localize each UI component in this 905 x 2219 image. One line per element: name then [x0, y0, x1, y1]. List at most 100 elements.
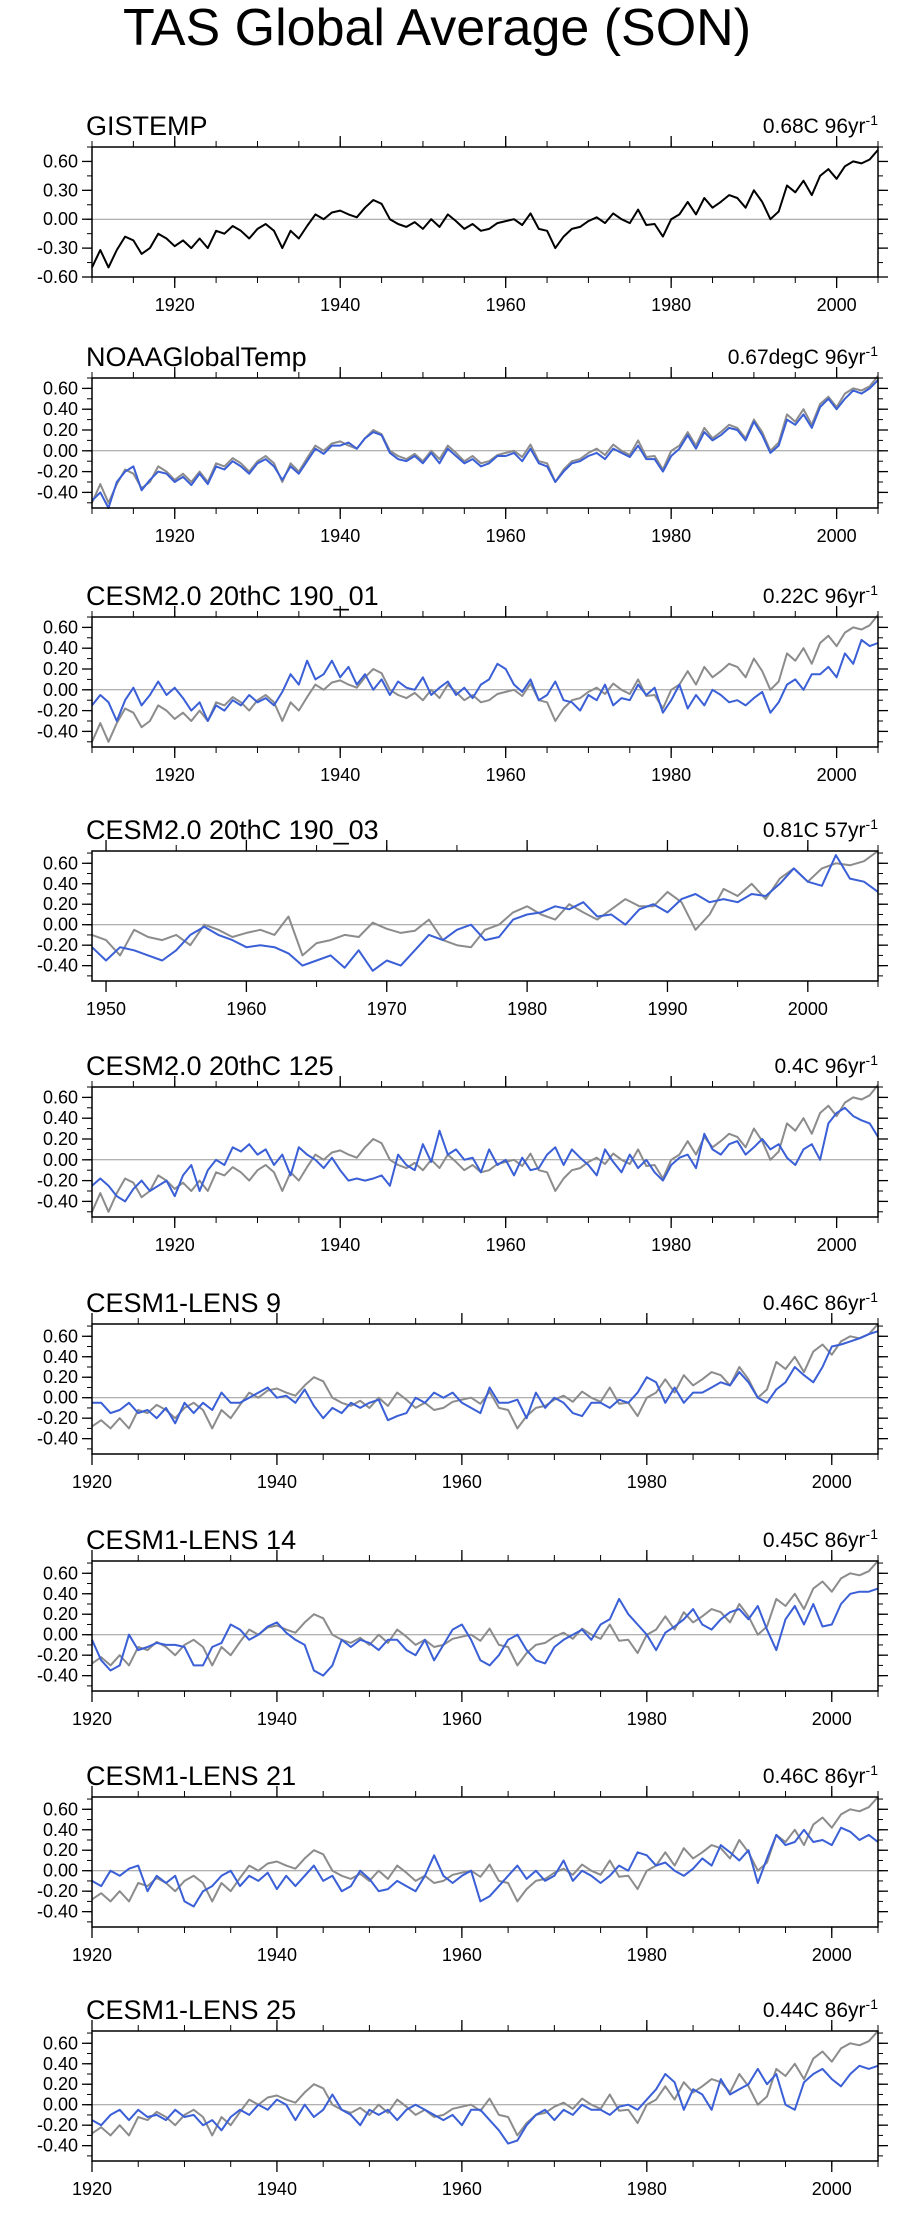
y-tick-label: -0.20: [37, 2115, 78, 2135]
plot-frame: [91, 1086, 879, 1218]
series-model-line: [91, 1106, 879, 1203]
plot-frame: [91, 2030, 879, 2162]
y-tick-label: -0.40: [37, 1429, 78, 1449]
x-tick-label: 1980: [651, 526, 691, 546]
x-tick-label: 1960: [486, 295, 526, 315]
trend-value: 0.45C 86yr: [763, 1529, 866, 1552]
x-tick-label: 1960: [486, 526, 526, 546]
series-model-line: [91, 854, 879, 972]
series-obs-line: [91, 1084, 879, 1213]
y-tick-label: 0.60: [43, 2033, 78, 2053]
y-tick-label: 0.40: [43, 1347, 78, 1367]
trend-value: 0.44C 86yr: [763, 1999, 866, 2022]
y-tick-label: 0.60: [43, 1799, 78, 1819]
trend-value: 0.67degC 96yr: [728, 346, 866, 369]
x-tick-label: 2000: [817, 1235, 857, 1255]
y-tick-label: -0.40: [37, 721, 78, 741]
trend-exponent: -1: [866, 1052, 879, 1068]
y-tick-label: 0.40: [43, 1584, 78, 1604]
trend-exponent: -1: [866, 112, 879, 128]
plot-frame: [91, 1560, 879, 1692]
y-tick-label: 0.40: [43, 2054, 78, 2074]
series-obs-line: [91, 2030, 879, 2137]
y-tick-label: -0.40: [37, 1902, 78, 1922]
y-tick-label: 0.40: [43, 399, 78, 419]
plot-frame: [91, 1796, 879, 1928]
trend-value: 0.4C 96yr: [775, 1055, 866, 1078]
x-tick-label: 1950: [86, 999, 126, 1019]
y-tick-label: 0.20: [43, 659, 78, 679]
plot-frame: [91, 146, 879, 278]
x-tick-label: 1980: [627, 1709, 667, 1729]
y-tick-label: 0.40: [43, 1108, 78, 1128]
plot-frame: [91, 1323, 879, 1455]
y-tick-label: 0.60: [43, 1087, 78, 1107]
panel-5: CESM2.0 20thC 125 0.4C 96yr-1 1920 1940 1960…: [37, 1051, 888, 1255]
y-tick-label: -0.40: [37, 2136, 78, 2156]
y-tick-label: 0.20: [43, 1129, 78, 1149]
x-tick-label: 1920: [72, 1709, 112, 1729]
series-model-line: [91, 1826, 879, 1908]
trend-label: 0.44C 86yr-1: [763, 1996, 878, 2022]
trend-label: 0.46C 86yr-1: [763, 1289, 878, 1315]
x-tick-label: 1960: [226, 999, 266, 1019]
y-tick-label: 0.20: [43, 2074, 78, 2094]
x-tick-label: 1980: [651, 1235, 691, 1255]
panel-title: CESM2.0 20thC 125: [86, 1051, 334, 1081]
x-tick-label: 1980: [627, 1472, 667, 1492]
x-tick-label: 1940: [257, 1472, 297, 1492]
x-tick-label: 2000: [817, 526, 857, 546]
x-tick-label: 1940: [320, 295, 360, 315]
x-tick-label: 1980: [627, 1945, 667, 1965]
y-tick-label: 0.40: [43, 874, 78, 894]
panel-4: CESM2.0 20thC 190_03 0.81C 57yr-1 1950 1960…: [37, 815, 888, 1019]
panel-8: CESM1-LENS 21 0.46C 86yr-1 1920 1940 1960 198…: [37, 1761, 888, 1965]
series-obs-line: [91, 1323, 879, 1430]
y-tick-label: -0.20: [37, 1171, 78, 1191]
trend-value: 0.22C 96yr: [763, 585, 866, 608]
series-model-line: [91, 1587, 879, 1677]
x-tick-label: 2000: [812, 2179, 852, 2199]
y-tick-label: 0.60: [43, 617, 78, 637]
x-tick-label: 2000: [788, 999, 828, 1019]
y-tick-label: -0.20: [37, 462, 78, 482]
y-tick-label: 0.60: [43, 151, 78, 171]
y-tick-label: 0.00: [43, 441, 78, 461]
trend-value: 0.46C 86yr: [763, 1765, 866, 1788]
x-tick-label: 1980: [651, 295, 691, 315]
x-tick-label: 1970: [367, 999, 407, 1019]
y-tick-label: -0.20: [37, 935, 78, 955]
panel-title: CESM1-LENS 21: [86, 1761, 296, 1791]
x-tick-label: 1940: [320, 1235, 360, 1255]
plot-frame: [91, 616, 879, 748]
y-tick-label: 0.60: [43, 853, 78, 873]
x-tick-label: 1960: [442, 1472, 482, 1492]
x-tick-label: 2000: [817, 295, 857, 315]
y-tick-label: 0.20: [43, 1367, 78, 1387]
y-tick-label: 0.20: [43, 1840, 78, 1860]
y-tick-label: 0.00: [43, 209, 78, 229]
series-obs_single-line: [91, 149, 879, 269]
figure-title: TAS Global Average (SON): [123, 0, 751, 57]
y-tick-label: 0.00: [43, 1625, 78, 1645]
y-tick-label: 0.00: [43, 915, 78, 935]
panel-title: CESM1-LENS 14: [86, 1525, 296, 1555]
series-obs-line: [91, 614, 879, 743]
x-tick-label: 1920: [72, 2179, 112, 2199]
series-model-line: [91, 379, 879, 509]
y-tick-label: -0.20: [37, 701, 78, 721]
x-tick-label: 1940: [257, 2179, 297, 2199]
panel-6: CESM1-LENS 9 0.46C 86yr-1 1920 1940 1960 1980…: [37, 1288, 888, 1492]
y-tick-label: -0.40: [37, 1666, 78, 1686]
trend-exponent: -1: [866, 1289, 879, 1305]
series-model-line: [91, 2064, 879, 2145]
x-tick-label: 2000: [817, 765, 857, 785]
y-tick-label: -0.20: [37, 1645, 78, 1665]
y-tick-label: 0.30: [43, 180, 78, 200]
x-tick-label: 2000: [812, 1945, 852, 1965]
trend-value: 0.81C 57yr: [763, 819, 866, 842]
y-tick-label: 0.00: [43, 2095, 78, 2115]
y-tick-label: 0.60: [43, 1563, 78, 1583]
